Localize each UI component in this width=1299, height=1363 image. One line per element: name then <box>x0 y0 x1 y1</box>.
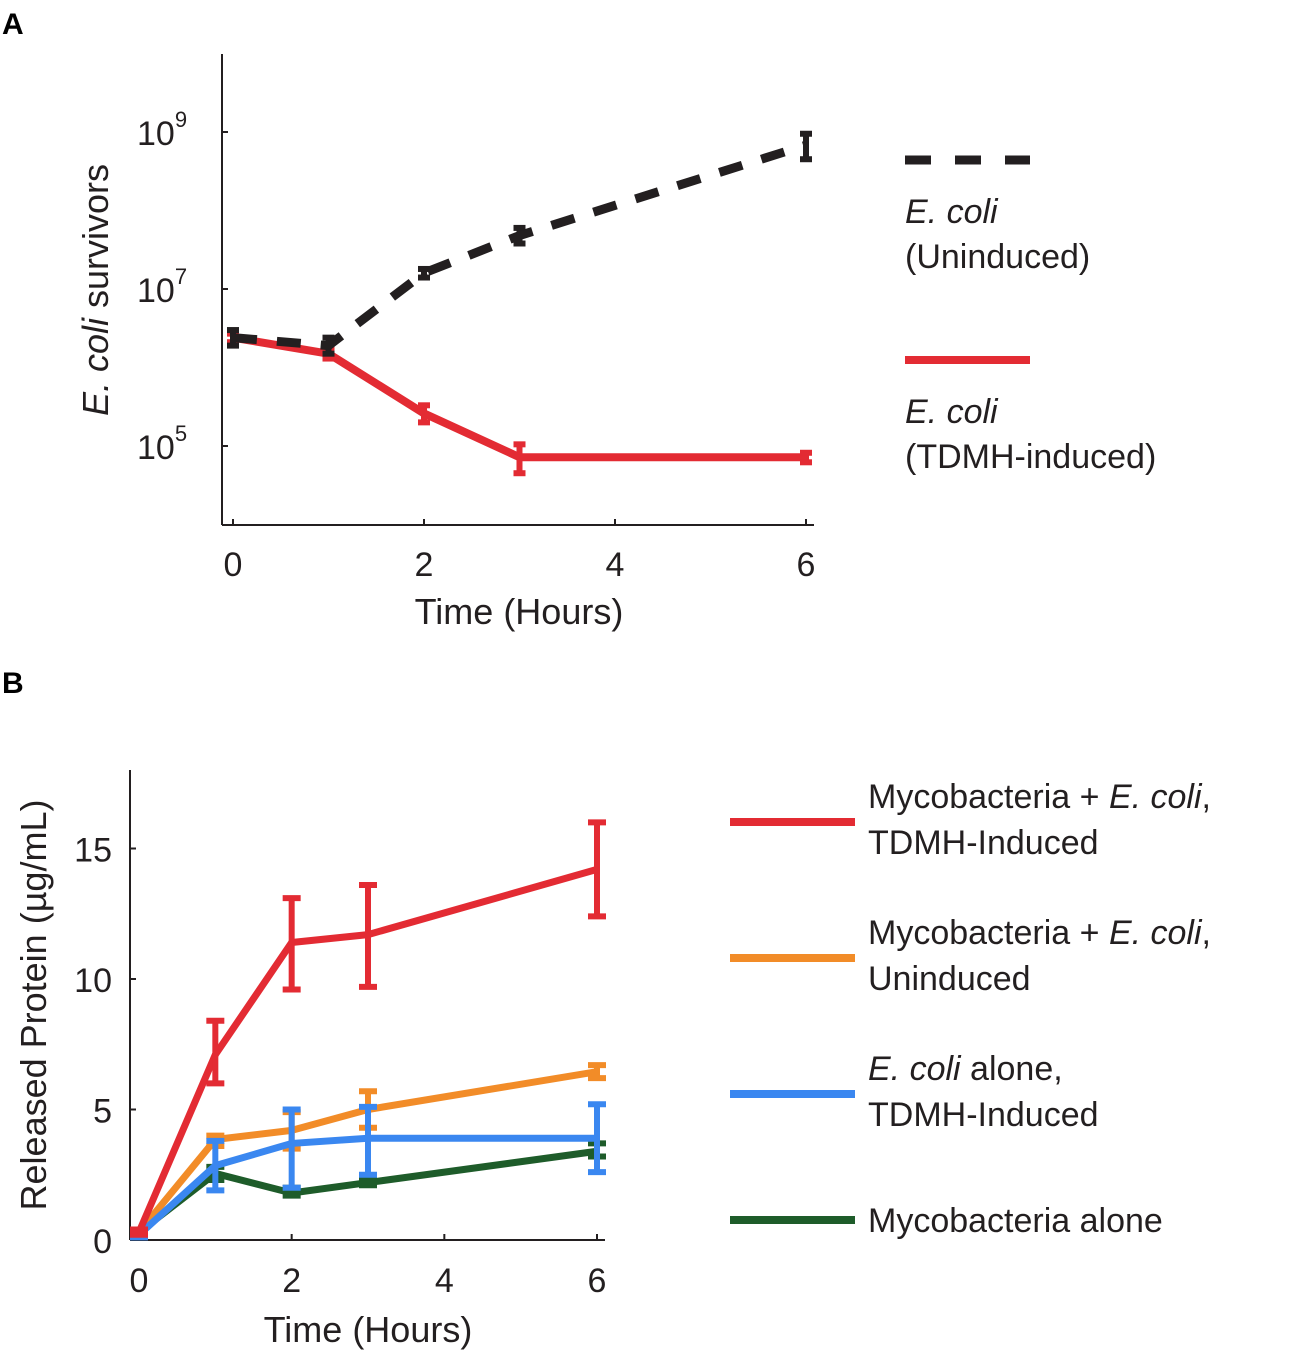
chart-b-legend: Mycobacteria + E. coli,TDMH-InducedMycob… <box>730 778 1211 1240</box>
chart-b-x-tick-label: 2 <box>282 1262 301 1300</box>
chart-b-x-tick-label: 6 <box>588 1262 607 1300</box>
chart-a-series-line <box>232 333 806 462</box>
chart-a-series-tdmh-induced <box>227 330 812 477</box>
legend-b-label-line2: Uninduced <box>868 960 1031 998</box>
chart-b-x-axis-title: Time (Hours) <box>264 1309 473 1350</box>
chart-a-y-axis-title-rest: survivors <box>75 164 116 318</box>
chart-b-y-tick-label: 0 <box>93 1223 112 1261</box>
chart-b-y-tick-label: 15 <box>74 832 112 870</box>
chart-b-tick-labels: 0 2 4 6 0 5 10 15 <box>74 832 606 1301</box>
chart-b-y-tick-label: 10 <box>74 962 112 1000</box>
legend-b-item-ecoli-alone-tdmh: E. coli alone, TDMH-Induced <box>730 1050 1099 1134</box>
legend-a-label-uninduced: E. coli <box>905 193 999 231</box>
chart-a-y-axis-title-italic: E. coli <box>75 317 116 416</box>
chart-a-x-axis-title: Time (Hours) <box>415 591 624 632</box>
chart-a-y-tick-label: 107 <box>137 264 187 310</box>
chart-a-axes <box>221 54 814 526</box>
chart-a-y-tick-label: 105 <box>137 421 187 467</box>
chart-b-series <box>130 819 606 1241</box>
legend-a-label-tdmh: E. coli <box>905 393 999 431</box>
chart-a-x-tick-label: 2 <box>415 546 434 584</box>
chart-a-x-tick-label: 0 <box>224 546 243 584</box>
chart-a-y-tick-label: 109 <box>137 107 187 153</box>
legend-a-label-tdmh-italic: E. coli <box>905 393 999 431</box>
chart-a-tick-labels: 0 2 4 6 105 107 109 <box>137 107 815 584</box>
legend-b-label-line2: TDMH-Induced <box>868 1096 1099 1134</box>
legend-a-label-tdmh-line2: (TDMH-induced) <box>905 438 1156 476</box>
chart-a-y-axis-title: E. coli survivors <box>75 164 116 416</box>
legend-b-label-line2: TDMH-Induced <box>868 824 1099 862</box>
chart-a-series <box>227 130 812 477</box>
chart-a-x-tick-label: 6 <box>797 546 816 584</box>
panel-label-a: A <box>2 8 24 41</box>
chart-b-series-ecoli-alone-tdmh <box>130 1101 606 1241</box>
chart-a-series-line <box>232 140 808 351</box>
legend-b-item-myco-alone: Mycobacteria alone <box>730 1202 1163 1240</box>
legend-b-item-myco-ecoli-uninduced: Mycobacteria + E. coli, Uninduced <box>730 914 1211 998</box>
panel-label-b: B <box>2 667 24 700</box>
legend-a-label-uninduced-line2: (Uninduced) <box>905 238 1090 276</box>
legend-b-item-myco-ecoli-tdmh: Mycobacteria + E. coli, TDMH-Induced <box>730 778 1211 862</box>
chart-b: 0 2 4 6 0 5 10 15 Time (Hours) Released Protein… <box>13 770 1211 1350</box>
legend-a-label-uninduced-italic: E. coli <box>905 193 999 231</box>
legend-b-label-line1: Mycobacteria alone <box>868 1202 1163 1240</box>
chart-a-legend: E. coli (Uninduced) E. coli (TDMH-induce… <box>905 155 1156 476</box>
chart-b-x-tick-label: 4 <box>435 1262 454 1300</box>
chart-b-y-tick-label: 5 <box>93 1093 112 1131</box>
legend-b-label-line1: Mycobacteria + E. coli, <box>868 914 1211 952</box>
chart-a-x-tick-label: 4 <box>606 546 625 584</box>
chart-a-series-uninduced <box>227 130 812 357</box>
legend-b-label-line1: Mycobacteria + E. coli, <box>868 778 1211 816</box>
chart-a: 0 2 4 6 105 107 109 Time (Hours) E. coli survi… <box>75 54 1156 632</box>
chart-b-series-myco-ecoli-tdmh <box>130 819 606 1238</box>
chart-b-x-tick-label: 0 <box>130 1262 149 1300</box>
legend-b-label-line1: E. coli alone, <box>868 1050 1063 1088</box>
chart-b-y-axis-title: Released Protein (µg/mL) <box>13 800 54 1211</box>
